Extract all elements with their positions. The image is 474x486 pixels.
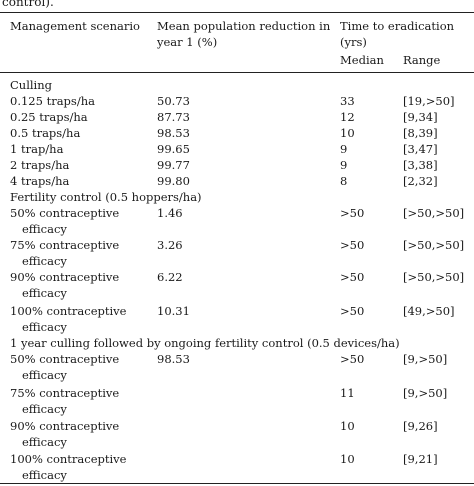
header-eradication-line1: Time to eradication: [340, 19, 455, 33]
cell-range: [9,>50]: [403, 386, 448, 400]
cell-median: >50: [340, 238, 365, 252]
cell-scenario-continued: efficacy: [22, 254, 67, 268]
table-row: 50% contraceptive 1.46 >50 [>50,>50]: [0, 205, 474, 221]
table-row: 50% contraceptive 98.53 >50 [9,>50]: [0, 351, 474, 367]
cell-scenario: 2 traps/ha: [10, 158, 70, 172]
cell-scenario: 100% contraceptive: [10, 452, 127, 466]
cell-scenario: 1 trap/ha: [10, 142, 64, 156]
caption-tail: control).: [2, 0, 54, 9]
cell-scenario-continued: efficacy: [22, 468, 67, 482]
header-reduction-line1: Mean population reduction in: [157, 19, 331, 33]
cell-median: >50: [340, 206, 365, 220]
cell-scenario-continued: efficacy: [22, 402, 67, 416]
cell-scenario: 0.125 traps/ha: [10, 94, 95, 108]
cell-scenario-continued: efficacy: [22, 435, 67, 449]
table-row: 75% contraceptive 3.26 >50 [>50,>50]: [0, 237, 474, 253]
cell-range: [3,47]: [403, 142, 438, 156]
cell-range: [3,38]: [403, 158, 438, 172]
cell-range: [2,32]: [403, 174, 438, 188]
header-rule: [0, 72, 474, 73]
cell-median: 10: [340, 452, 355, 466]
cell-scenario-continued: efficacy: [22, 320, 67, 334]
cell-scenario: 100% contraceptive: [10, 304, 127, 318]
table-row: 100% contraceptive 10.31 >50 [49,>50]: [0, 303, 474, 319]
cell-reduction: 99.65: [157, 142, 190, 156]
cell-median: 11: [340, 386, 355, 400]
header-reduction-line2: year 1 (%): [157, 35, 218, 49]
table-row: 90% contraceptive 10 [9,26]: [0, 418, 474, 434]
cell-range: [>50,>50]: [403, 238, 465, 252]
cell-range: [8,39]: [403, 126, 438, 140]
table-row: 100% contraceptive 10 [9,21]: [0, 451, 474, 467]
cell-reduction: 1.46: [157, 206, 183, 220]
cell-median: 9: [340, 158, 348, 172]
cell-range: [9,26]: [403, 419, 438, 433]
cell-scenario-continued: efficacy: [22, 286, 67, 300]
cell-reduction: 10.31: [157, 304, 190, 318]
cell-reduction: 99.80: [157, 174, 190, 188]
section-title-fertility-control: Fertility control (0.5 hoppers/ha): [10, 190, 202, 204]
cell-range: [9,21]: [403, 452, 438, 466]
cell-reduction: 50.73: [157, 94, 190, 108]
cell-reduction: 87.73: [157, 110, 190, 124]
table-row: 0.25 traps/ha 87.73 12 [9,34]: [0, 109, 474, 125]
cell-median: 12: [340, 110, 355, 124]
top-rule: [0, 12, 474, 13]
table-row: 75% contraceptive 11 [9,>50]: [0, 385, 474, 401]
header-median: Median: [340, 53, 384, 67]
cell-scenario-continued: efficacy: [22, 368, 67, 382]
table-row: 2 traps/ha 99.77 9 [3,38]: [0, 157, 474, 173]
cell-range: [49,>50]: [403, 304, 455, 318]
cell-median: 10: [340, 419, 355, 433]
cell-scenario: 0.25 traps/ha: [10, 110, 88, 124]
cell-reduction: 98.53: [157, 352, 190, 366]
cell-reduction: 6.22: [157, 270, 183, 284]
cell-range: [19,>50]: [403, 94, 455, 108]
cell-median: 8: [340, 174, 348, 188]
cell-reduction: 99.77: [157, 158, 190, 172]
cell-median: >50: [340, 352, 365, 366]
table-row: 1 trap/ha 99.65 9 [3,47]: [0, 141, 474, 157]
bottom-rule: [0, 483, 474, 484]
cell-median: 9: [340, 142, 348, 156]
cell-scenario: 0.5 traps/ha: [10, 126, 81, 140]
header-scenario: Management scenario: [10, 19, 140, 33]
header-range: Range: [403, 53, 441, 67]
cell-range: [9,>50]: [403, 352, 448, 366]
cell-median: >50: [340, 304, 365, 318]
cell-median: 10: [340, 126, 355, 140]
table-row: 0.125 traps/ha 50.73 33 [19,>50]: [0, 93, 474, 109]
cell-reduction: 98.53: [157, 126, 190, 140]
cell-scenario: 4 traps/ha: [10, 174, 70, 188]
table-row: 90% contraceptive 6.22 >50 [>50,>50]: [0, 269, 474, 285]
header-eradication-line2: (yrs): [340, 35, 367, 49]
cell-scenario: 75% contraceptive: [10, 238, 120, 252]
table-row: 4 traps/ha 99.80 8 [2,32]: [0, 173, 474, 189]
cell-scenario: 75% contraceptive: [10, 386, 120, 400]
cell-range: [>50,>50]: [403, 270, 465, 284]
cell-range: [9,34]: [403, 110, 438, 124]
section-title-culling: Culling: [10, 78, 53, 92]
cell-scenario: 50% contraceptive: [10, 206, 120, 220]
cell-range: [>50,>50]: [403, 206, 465, 220]
cell-scenario: 90% contraceptive: [10, 419, 120, 433]
cell-median: >50: [340, 270, 365, 284]
cell-median: 33: [340, 94, 355, 108]
cell-reduction: 3.26: [157, 238, 183, 252]
cell-scenario: 50% contraceptive: [10, 352, 120, 366]
section-title-culling-then-fertility: 1 year culling followed by ongoing ferti…: [10, 336, 400, 350]
table-row: 0.5 traps/ha 98.53 10 [8,39]: [0, 125, 474, 141]
cell-scenario: 90% contraceptive: [10, 270, 120, 284]
cell-scenario-continued: efficacy: [22, 222, 67, 236]
